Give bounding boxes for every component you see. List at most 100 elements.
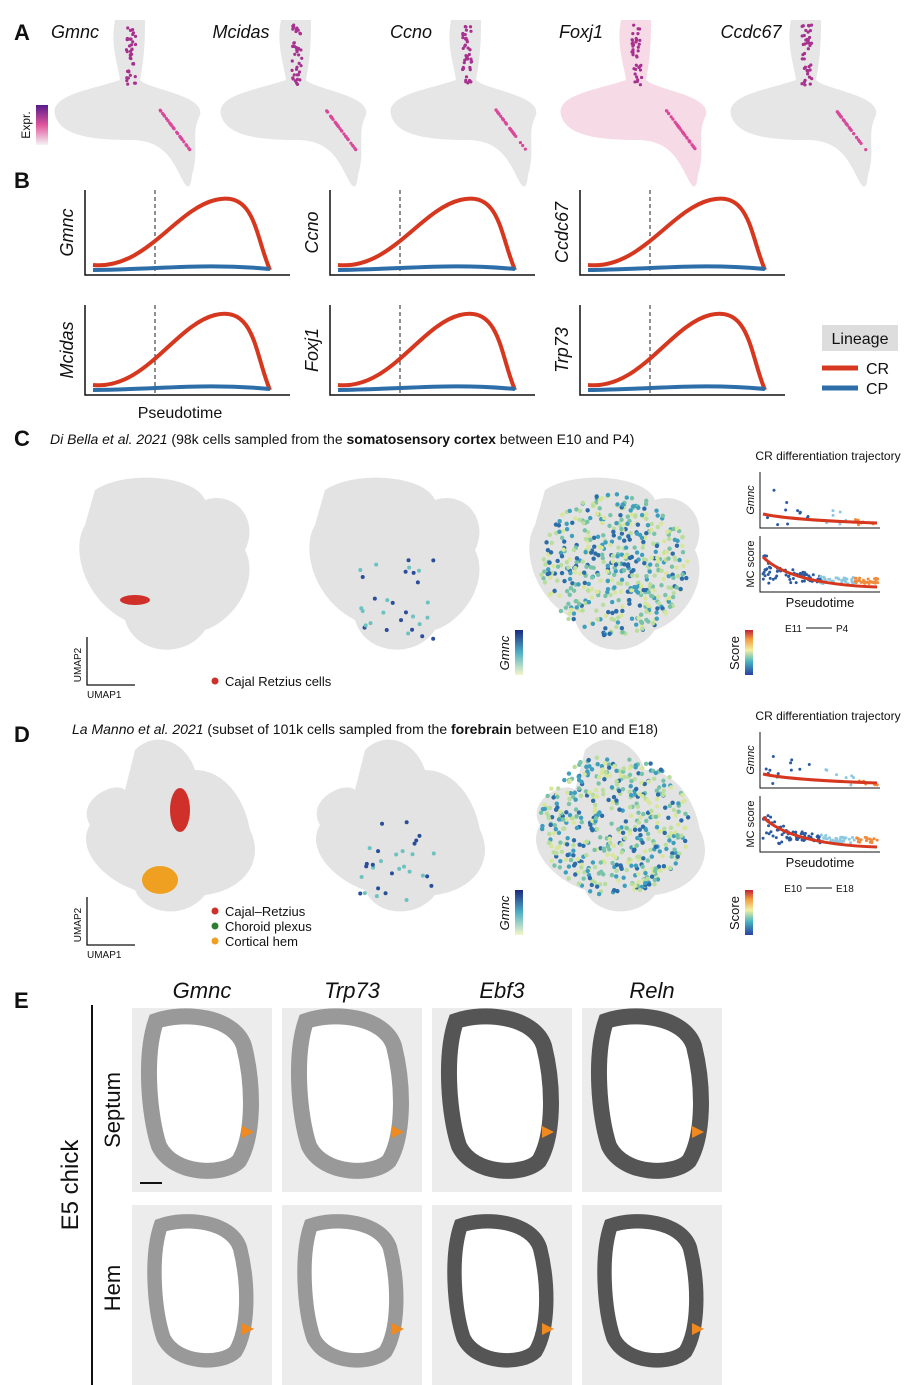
- cell: [603, 594, 607, 598]
- cell: [652, 882, 656, 886]
- cell: [623, 836, 627, 840]
- cell: [539, 811, 543, 815]
- cell: [608, 841, 612, 845]
- cell: [606, 579, 610, 583]
- cell: [626, 562, 630, 566]
- gene-label: Mcidas: [57, 321, 77, 378]
- cell: [564, 605, 568, 609]
- range-end: P4: [836, 624, 849, 635]
- cell: [633, 828, 637, 832]
- cell: [654, 771, 658, 775]
- caption-part: (98k cells sampled from the: [168, 431, 347, 447]
- cell: [648, 569, 652, 573]
- cell: [595, 762, 599, 766]
- cell: [606, 610, 610, 614]
- inset-cell: [848, 838, 851, 841]
- inset-y: MC score: [745, 540, 757, 587]
- cell: [601, 533, 605, 537]
- cell: [554, 851, 558, 855]
- cell: [129, 29, 132, 32]
- inset-cell: [801, 580, 804, 583]
- cell: [571, 843, 575, 847]
- cell: [625, 522, 629, 526]
- cell: [655, 821, 659, 825]
- cell: [553, 823, 557, 827]
- cell: [850, 129, 853, 132]
- inset-cell: [873, 837, 876, 840]
- cell: [644, 762, 648, 766]
- mini-plot: Ccdc67: [552, 190, 785, 275]
- inset-cell: [872, 581, 875, 584]
- inset-cell: [808, 763, 811, 766]
- cell: [628, 832, 632, 836]
- cell: [497, 112, 500, 115]
- cell: [564, 810, 568, 814]
- colorbar: [515, 890, 523, 935]
- cell: [661, 514, 665, 518]
- inset-cell: [863, 582, 866, 585]
- cell: [634, 40, 637, 43]
- inset-cell: [868, 837, 871, 840]
- cell: [298, 32, 301, 35]
- cell: [643, 849, 647, 853]
- axis-label: UMAP2: [73, 647, 84, 682]
- legend-dot: [212, 938, 219, 945]
- cell: [630, 617, 634, 621]
- cell: [568, 593, 572, 597]
- panel-label: A: [14, 20, 30, 45]
- inset-cell: [796, 509, 799, 512]
- cell: [640, 621, 644, 625]
- cell: [675, 833, 679, 837]
- cr-curve: [338, 199, 515, 270]
- cell: [583, 581, 587, 585]
- cell: [686, 815, 690, 819]
- cell: [558, 840, 562, 844]
- gene-label: Ccno: [390, 22, 432, 42]
- cell: [636, 811, 640, 815]
- cell: [674, 813, 678, 817]
- cell: [609, 822, 613, 826]
- range-end: E18: [836, 884, 854, 895]
- cell: [640, 840, 644, 844]
- cell: [637, 792, 641, 796]
- cell: [546, 567, 550, 571]
- cell: [568, 571, 572, 575]
- cell: [568, 779, 572, 783]
- inset-cell: [767, 814, 770, 817]
- inset-cell: [788, 578, 791, 581]
- cell: [397, 867, 401, 871]
- cell: [638, 65, 641, 68]
- cell: [653, 573, 657, 577]
- cell: [684, 845, 688, 849]
- cell: [601, 560, 605, 564]
- panel-label: C: [14, 426, 30, 451]
- cell: [662, 539, 666, 543]
- cell: [659, 522, 663, 526]
- cell: [615, 492, 619, 496]
- cell: [801, 53, 804, 56]
- cell: [646, 523, 650, 527]
- cell: [614, 874, 618, 878]
- cell: [585, 840, 589, 844]
- cell: [552, 863, 556, 867]
- cell: [608, 513, 612, 517]
- cell: [635, 843, 639, 847]
- cell: [401, 849, 405, 853]
- inset-cell: [762, 837, 765, 840]
- inset-cell: [854, 577, 857, 580]
- cell: [596, 535, 600, 539]
- cell: [671, 595, 675, 599]
- inset-cell: [786, 837, 789, 840]
- cell: [127, 38, 130, 41]
- cell: [572, 820, 576, 824]
- cr-cluster: [170, 788, 190, 832]
- cell: [513, 133, 516, 136]
- cell: [159, 109, 162, 112]
- colorbar: [745, 630, 753, 675]
- cell: [654, 845, 658, 849]
- cell: [678, 126, 681, 129]
- cell: [547, 560, 551, 564]
- cell: [635, 629, 639, 633]
- cell: [639, 68, 642, 71]
- cell: [655, 825, 659, 829]
